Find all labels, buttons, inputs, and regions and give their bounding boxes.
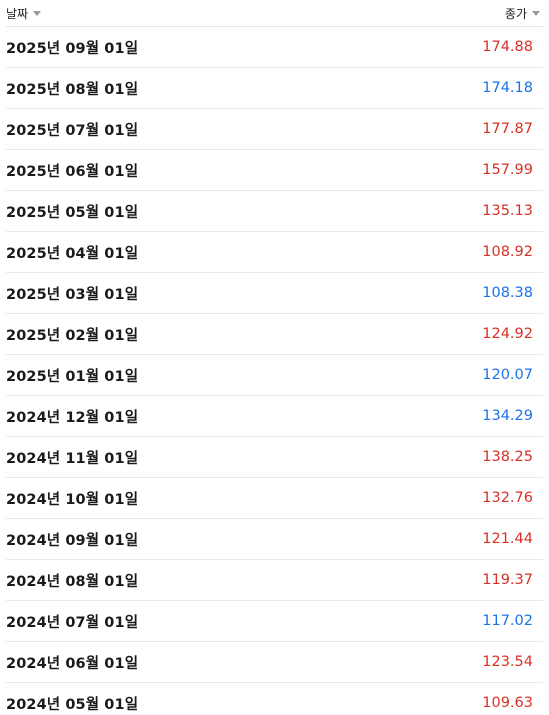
table-row[interactable]: 2024년 05월 01일 109.63 — [6, 683, 543, 715]
row-close-price: 177.87 — [482, 121, 533, 137]
row-date: 2025년 08월 01일 — [6, 81, 139, 98]
table-body: 2025년 09월 01일 174.88 2025년 08월 01일 174.18 20… — [6, 27, 543, 715]
close-column-label: 종가 — [504, 6, 527, 21]
row-date: 2024년 06월 01일 — [6, 655, 139, 672]
table-row[interactable]: 2024년 09월 01일 121.44 — [6, 519, 543, 560]
row-date: 2025년 05월 01일 — [6, 204, 139, 221]
row-date: 2025년 04월 01일 — [6, 245, 139, 262]
row-date: 2024년 12월 01일 — [6, 409, 139, 426]
row-close-price: 138.25 — [482, 449, 533, 465]
table-row[interactable]: 2024년 10월 01일 132.76 — [6, 478, 543, 519]
table-row[interactable]: 2025년 06월 01일 157.99 — [6, 150, 543, 191]
row-close-price: 119.37 — [482, 572, 533, 588]
row-date: 2024년 07월 01일 — [6, 614, 139, 631]
table-row[interactable]: 2025년 03월 01일 108.38 — [6, 273, 543, 314]
table-row[interactable]: 2024년 07월 01일 117.02 — [6, 601, 543, 642]
row-close-price: 108.38 — [482, 285, 533, 301]
table-row[interactable]: 2024년 08월 01일 119.37 — [6, 560, 543, 601]
row-date: 2025년 02월 01일 — [6, 327, 139, 344]
row-close-price: 120.07 — [482, 367, 533, 383]
row-date: 2025년 07월 01일 — [6, 122, 139, 139]
row-close-price: 135.13 — [482, 203, 533, 219]
table-row[interactable]: 2025년 08월 01일 174.18 — [6, 68, 543, 109]
table-row[interactable]: 2024년 12월 01일 134.29 — [6, 396, 543, 437]
date-column-label: 날짜 — [6, 6, 29, 21]
row-close-price: 108.92 — [482, 244, 533, 260]
table-row[interactable]: 2025년 07월 01일 177.87 — [6, 109, 543, 150]
row-close-price: 174.18 — [482, 80, 533, 96]
row-date: 2025년 01월 01일 — [6, 368, 139, 385]
row-date: 2025년 09월 01일 — [6, 40, 139, 57]
table-row[interactable]: 2025년 04월 01일 108.92 — [6, 232, 543, 273]
table-row[interactable]: 2024년 11월 01일 138.25 — [6, 437, 543, 478]
row-date: 2024년 05월 01일 — [6, 696, 139, 713]
row-close-price: 124.92 — [482, 326, 533, 342]
row-date: 2024년 09월 01일 — [6, 532, 139, 549]
date-column-header[interactable]: 날짜 — [6, 5, 42, 22]
row-close-price: 157.99 — [482, 162, 533, 178]
row-close-price: 134.29 — [482, 408, 533, 424]
table-row[interactable]: 2025년 05월 01일 135.13 — [6, 191, 543, 232]
row-close-price: 123.54 — [482, 654, 533, 670]
row-date: 2024년 08월 01일 — [6, 573, 139, 590]
caret-down-icon[interactable] — [531, 8, 541, 18]
row-close-price: 174.88 — [482, 39, 533, 55]
table-row[interactable]: 2024년 06월 01일 123.54 — [6, 642, 543, 683]
row-close-price: 121.44 — [482, 531, 533, 547]
table-row[interactable]: 2025년 02월 01일 124.92 — [6, 314, 543, 355]
row-close-price: 117.02 — [482, 613, 533, 629]
table-row[interactable]: 2025년 09월 01일 174.88 — [6, 27, 543, 68]
row-close-price: 132.76 — [482, 490, 533, 506]
row-close-price: 109.63 — [482, 695, 533, 711]
caret-down-icon[interactable] — [32, 8, 42, 18]
close-column-header[interactable]: 종가 — [505, 5, 543, 22]
row-date: 2024년 10월 01일 — [6, 491, 139, 508]
row-date: 2025년 06월 01일 — [6, 163, 139, 180]
row-date: 2024년 11월 01일 — [6, 450, 139, 467]
row-date: 2025년 03월 01일 — [6, 286, 139, 303]
table-row[interactable]: 2025년 01월 01일 120.07 — [6, 355, 543, 396]
table-header: 날짜 종가 — [6, 0, 543, 27]
